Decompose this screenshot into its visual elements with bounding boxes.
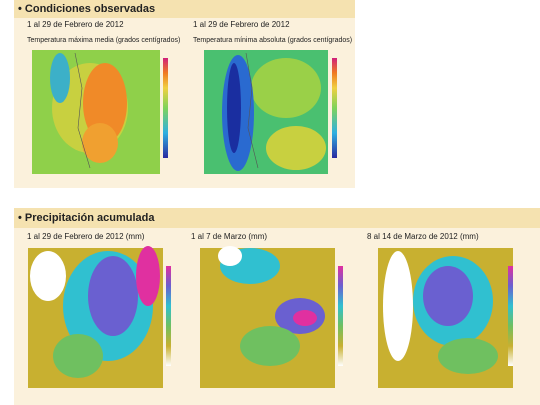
temperature-map (204, 50, 337, 174)
section-header: • Precipitación acumulada (14, 208, 540, 228)
map-shape (74, 52, 91, 169)
panel-date: 1 al 29 de Febrero de 2012 (mm) (27, 232, 145, 241)
section-header: • Condiciones observadas (14, 0, 355, 18)
map-shape (266, 126, 326, 170)
map-shape (332, 58, 337, 158)
map-shape (88, 256, 138, 336)
map-shape (82, 123, 118, 163)
panel-date: 8 al 14 de Marzo de 2012 (mm) (367, 232, 479, 241)
precipitation-map (200, 246, 343, 388)
map-shape (30, 251, 66, 301)
map-shape (50, 53, 70, 103)
map-shape (218, 246, 242, 266)
map-shape (240, 326, 300, 366)
panel-subtitle: Temperatura mínima absoluta (grados cent… (193, 37, 353, 44)
map-shape (163, 58, 168, 158)
panel-date: 1 al 29 de Febrero de 2012 (193, 20, 290, 29)
panel-date: 1 al 29 de Febrero de 2012 (27, 20, 124, 29)
precipitation-map (28, 246, 171, 388)
map-shape (338, 266, 343, 366)
map-shape (166, 266, 171, 366)
panel-subtitle: Temperatura máxima media (grados centígr… (27, 37, 181, 44)
map-shape (508, 266, 513, 366)
map-shape (227, 63, 241, 153)
map-shape (251, 58, 321, 118)
precipitation-map (378, 248, 513, 388)
map-shape (438, 338, 498, 374)
map-shape (53, 334, 103, 378)
map-shape (83, 63, 127, 143)
map-shape (423, 266, 473, 326)
temperature-map (32, 50, 168, 174)
panel-date: 1 al 7 de Marzo (mm) (191, 232, 268, 241)
map-shape (245, 52, 259, 169)
map-shape (383, 251, 413, 361)
map-shape (136, 246, 160, 306)
map-shape (293, 310, 317, 326)
